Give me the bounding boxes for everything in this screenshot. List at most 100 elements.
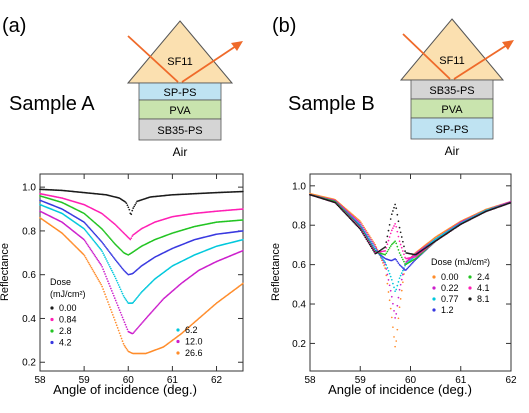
chart-a-legend-unit: (mJ/cm²) [50, 289, 86, 299]
data-point [129, 238, 132, 241]
data-point [124, 201, 127, 203]
data-point [390, 213, 393, 216]
data-point [121, 267, 124, 270]
data-point [116, 261, 119, 264]
data-point [99, 247, 102, 250]
data-point [356, 225, 359, 228]
data-point [408, 265, 411, 268]
data-point [117, 263, 120, 265]
data-point [109, 285, 111, 287]
data-point [93, 240, 96, 243]
data-point [114, 299, 117, 302]
data-point [137, 295, 139, 298]
data-point [125, 347, 128, 350]
data-point [128, 208, 131, 211]
data-point [403, 268, 405, 270]
data-point [386, 250, 389, 253]
data-point [399, 264, 402, 267]
data-point [106, 278, 108, 280]
data-point [158, 302, 161, 305]
chart-b-xlabel: Angle of incidence (deg.) [328, 382, 472, 397]
data-point [160, 300, 163, 303]
chart-a-legend: Dose (mJ/cm²) 0.00 0.842.8 4.2 6.2 12.026.6 [50, 277, 203, 358]
data-point [399, 254, 402, 257]
chart-a-ylabel: Reflectance [0, 243, 11, 301]
data-point [389, 245, 392, 247]
data-point [139, 324, 141, 327]
panel-a-reflected-ray [181, 45, 237, 83]
series-a-6.2 [39, 203, 244, 304]
data-point [130, 237, 133, 239]
data-point [403, 260, 405, 263]
data-point [111, 313, 114, 316]
data-point [339, 206, 341, 209]
data-point [411, 261, 414, 264]
data-point [87, 261, 90, 264]
data-point [90, 229, 93, 232]
data-point [116, 327, 119, 329]
data-point [89, 228, 92, 231]
legend-entry-b-5: 4.1 [468, 283, 490, 293]
data-point [397, 220, 400, 223]
data-point [122, 318, 125, 321]
data-point [89, 248, 92, 250]
data-point [357, 226, 360, 229]
data-point [396, 304, 399, 307]
legend-entry-b-2: 0.77 [432, 294, 459, 304]
data-point [95, 242, 98, 245]
data-point [88, 263, 91, 266]
chart-b: 58 59 60 61 62 0.2 0.4 0.6 0.8 1.0 Angle of incid… [270, 173, 517, 397]
data-point [134, 203, 136, 206]
legend-entry-a-4: 6.2 [176, 325, 198, 335]
data-point [118, 286, 121, 288]
data-point [400, 278, 403, 281]
data-point [109, 251, 111, 254]
data-point [85, 224, 88, 226]
panel-b-ray-arrowhead [502, 40, 514, 50]
data-point [92, 231, 95, 234]
legend-label: 0.22 [441, 283, 459, 293]
data-point [121, 292, 124, 295]
data-point [115, 260, 118, 263]
data-point [132, 332, 135, 335]
data-point [397, 235, 400, 238]
data-point [123, 344, 126, 347]
data-point [384, 246, 387, 248]
data-point [107, 262, 109, 264]
data-point [85, 242, 88, 245]
data-point [364, 236, 367, 239]
data-point [96, 235, 99, 238]
legend-label: 0.00 [441, 272, 459, 282]
data-point [150, 311, 153, 313]
data-point [96, 258, 99, 261]
chart-a-ticks: 58 59 60 61 62 0.2 0.4 0.6 0.8 1.0 [22, 174, 243, 386]
data-point [92, 270, 95, 272]
legend-label: 0.84 [59, 315, 77, 325]
legend-marker [50, 340, 54, 345]
data-point [135, 328, 137, 331]
data-point [389, 289, 392, 292]
data-point [400, 246, 403, 249]
panel-a-ray-arrowhead [231, 41, 243, 51]
data-point [110, 238, 112, 241]
chart-a-xlabel: Angle of incidence (deg.) [53, 382, 197, 397]
chart-b-ticks: 58 59 60 61 62 0.2 0.4 0.6 0.8 1.0 [292, 174, 517, 386]
data-point [102, 229, 104, 232]
legend-entry-b-3: 1.2 [432, 305, 454, 315]
data-point [124, 346, 127, 348]
data-point [400, 256, 403, 259]
data-point [242, 208, 244, 210]
data-point [398, 263, 401, 266]
data-point [397, 296, 400, 299]
data-point [415, 257, 417, 260]
panel-b-incident-ray [402, 33, 451, 80]
data-point [389, 307, 392, 310]
data-point [342, 210, 345, 212]
data-point [400, 266, 403, 268]
y-tick-label: 0.2 [22, 358, 36, 369]
data-point [93, 271, 96, 274]
data-point [161, 299, 164, 301]
legend-marker [176, 339, 180, 344]
data-point [102, 242, 104, 245]
legend-marker [50, 306, 54, 310]
